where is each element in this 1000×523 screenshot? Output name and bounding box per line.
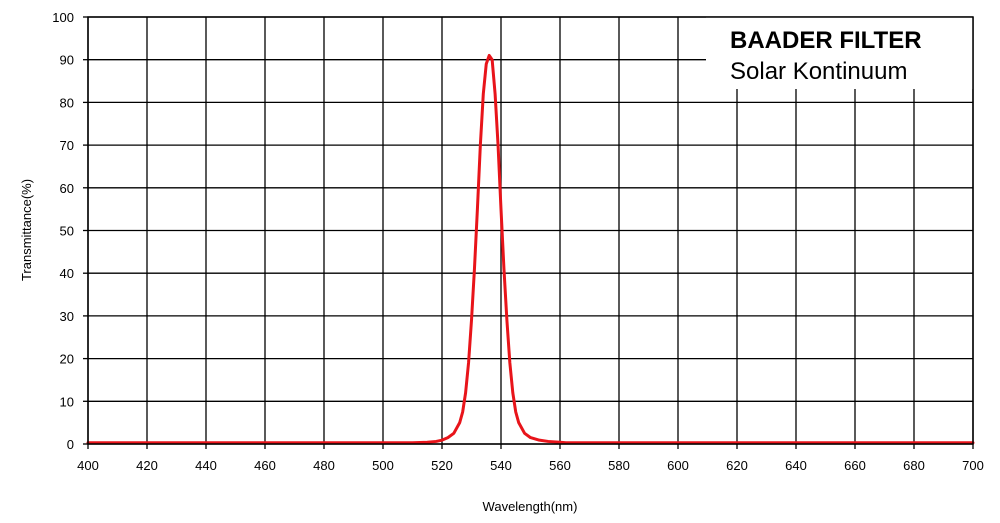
y-tick-label: 80 <box>60 95 74 110</box>
x-tick-label: 420 <box>136 458 158 473</box>
y-tick-label: 70 <box>60 138 74 153</box>
x-tick-label: 560 <box>549 458 571 473</box>
y-tick-label: 90 <box>60 53 74 68</box>
legend-title: BAADER FILTER <box>730 27 922 54</box>
x-tick-label: 620 <box>726 458 748 473</box>
x-tick-label: 680 <box>903 458 925 473</box>
y-tick-label: 0 <box>67 437 74 452</box>
x-axis-ticks: 400 420 440 460 480 500 520 540 560 580 600 620 640 6… <box>77 444 984 473</box>
x-tick-label: 480 <box>313 458 335 473</box>
x-tick-label: 540 <box>490 458 512 473</box>
x-tick-label: 520 <box>431 458 453 473</box>
x-tick-label: 440 <box>195 458 217 473</box>
y-tick-label: 60 <box>60 181 74 196</box>
x-tick-label: 640 <box>785 458 807 473</box>
y-tick-label: 10 <box>60 394 74 409</box>
y-tick-label: 50 <box>60 224 74 239</box>
y-axis-label: Transmittance(%) <box>19 179 34 281</box>
x-tick-label: 460 <box>254 458 276 473</box>
y-tick-label: 20 <box>60 352 74 367</box>
y-tick-label: 40 <box>60 266 74 281</box>
x-tick-label: 400 <box>77 458 99 473</box>
x-tick-label: 660 <box>844 458 866 473</box>
x-axis-label: Wavelength(nm) <box>483 499 578 514</box>
legend-box <box>706 17 973 89</box>
y-tick-label: 30 <box>60 309 74 324</box>
x-tick-label: 500 <box>372 458 394 473</box>
y-tick-label: 100 <box>52 10 74 25</box>
x-tick-label: 600 <box>667 458 689 473</box>
x-tick-label: 700 <box>962 458 984 473</box>
x-tick-label: 580 <box>608 458 630 473</box>
transmittance-curve <box>86 53 975 445</box>
legend-subtitle: Solar Kontinuum <box>730 58 907 85</box>
y-axis-ticks: 0 10 20 30 40 50 60 70 80 90 100 <box>52 10 88 452</box>
